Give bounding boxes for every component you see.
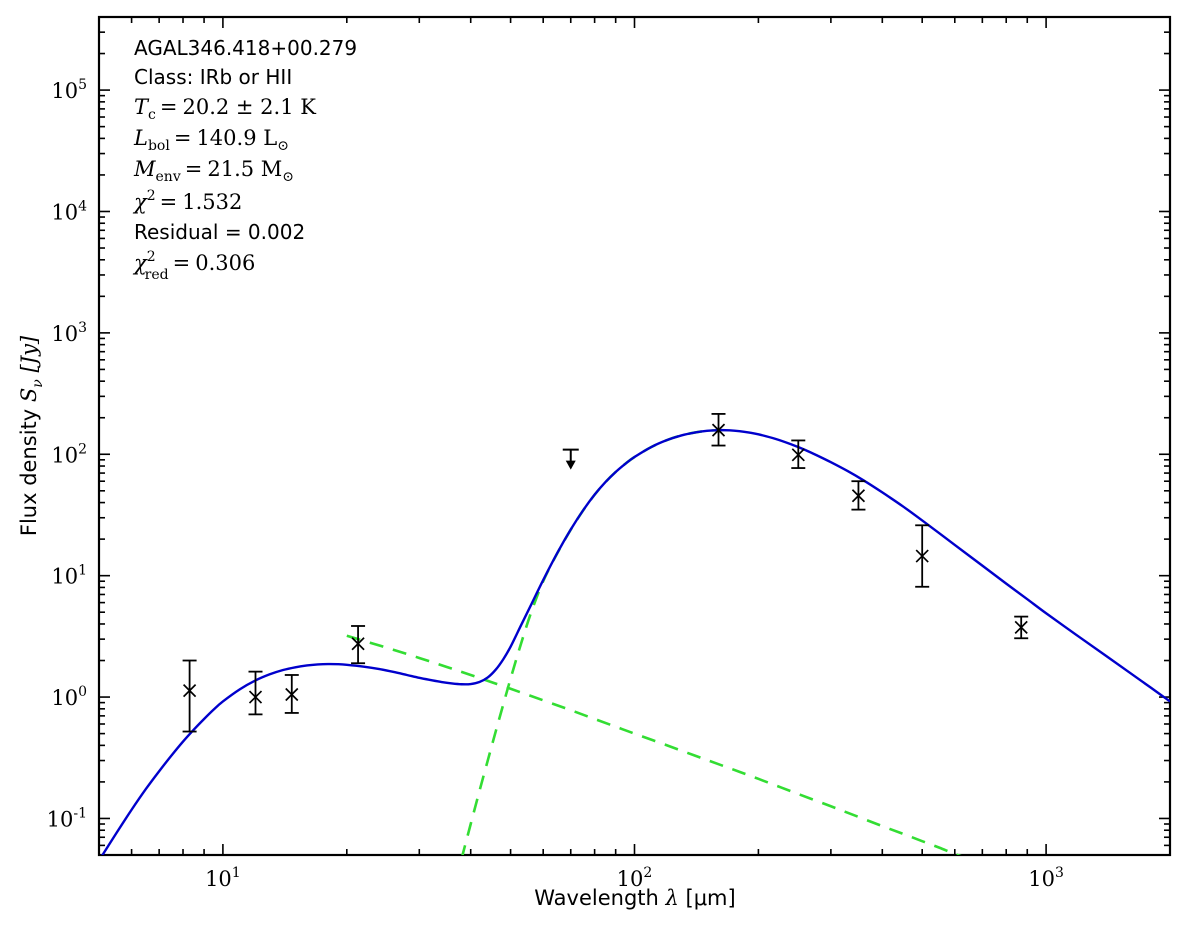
- y-axis-title: Flux density Sν [Jy]: [17, 335, 46, 536]
- annot-temperature-value: 20.2 ± 2.1 K: [182, 95, 316, 119]
- annot-luminosity-sub: bol: [148, 138, 170, 154]
- annot-temperature-equals: =: [160, 95, 178, 119]
- y-tick-label: 102: [51, 441, 87, 467]
- annot-chi2-red-equals: =: [173, 251, 191, 275]
- annot-class: Class: IRb or HII: [134, 65, 292, 89]
- x-tick-label: 103: [1028, 865, 1064, 891]
- annot-temperature-symbol: T: [134, 95, 150, 119]
- annot-luminosity-value: 140.9 L: [196, 126, 277, 150]
- annot-mass-unit-sub: ⊙: [282, 169, 294, 185]
- annot-chi2-equals: =: [160, 190, 178, 214]
- data-points: [182, 413, 1029, 733]
- annot-chi2-red-value: 0.306: [195, 251, 255, 275]
- y-axis-tick-labels: 10-1 100 101 102 103 104 105: [47, 77, 87, 831]
- annot-residual: Residual = 0.002: [134, 220, 305, 244]
- annotation-block: AGAL346.418+00.279 Class: IRb or HII Tc =…: [132, 36, 357, 283]
- annot-temperature-sub: c: [148, 107, 156, 123]
- series-curve: [346, 634, 962, 855]
- annot-chi2-red-sub: red: [145, 267, 169, 283]
- annot-luminosity-unit-sub: ⊙: [277, 138, 289, 154]
- data-point: [711, 413, 726, 447]
- annot-mass-sub: env: [156, 169, 181, 185]
- annot-mass-equals: =: [185, 157, 203, 181]
- annot-luminosity-symbol: L: [133, 126, 148, 150]
- annot-chi2-sup: 2: [147, 188, 156, 204]
- data-point: [182, 659, 197, 733]
- x-axis-title: Wavelength λ [μm]: [534, 886, 735, 910]
- x-tick-label: 102: [617, 865, 653, 891]
- annot-chi2-symbol: χ: [132, 190, 148, 214]
- y-axis-ticks: [99, 16, 1170, 856]
- annot-chi2-red-sup: 2: [147, 249, 156, 265]
- annot-temperature: Tc = 20.2 ± 2.1 K: [134, 95, 316, 123]
- y-tick-label: 100: [51, 684, 87, 710]
- y-tick-label: 103: [51, 320, 87, 346]
- annot-source-name: AGAL346.418+00.279: [134, 36, 357, 60]
- data-point: [284, 674, 299, 714]
- data-point: [851, 480, 866, 511]
- annot-luminosity: Lbol = 140.9 L⊙: [133, 126, 289, 154]
- x-axis-ticks: [98, 17, 1171, 855]
- y-tick-label: 105: [51, 77, 87, 103]
- data-point: [915, 524, 930, 588]
- data-point: [248, 670, 263, 716]
- annot-chi2-red: χ2 red = 0.306: [132, 249, 255, 283]
- annot-mass-symbol: M: [133, 157, 156, 181]
- y-tick-label: 104: [51, 198, 87, 224]
- annot-luminosity-equals: =: [174, 126, 192, 150]
- series-curve: [101, 428, 1170, 855]
- x-tick-label: 101: [205, 865, 241, 891]
- model-curves: [101, 428, 1170, 855]
- data-point: [791, 439, 806, 469]
- data-point: [351, 625, 366, 665]
- annot-mass-value: 21.5 M: [207, 157, 282, 181]
- y-tick-label: 10-1: [47, 805, 87, 831]
- y-tick-label: 101: [51, 563, 87, 589]
- annot-mass: Menv = 21.5 M⊙: [133, 157, 294, 185]
- data-point: [562, 448, 579, 470]
- annot-chi2: χ2 = 1.532: [132, 188, 242, 214]
- annot-chi2-value: 1.532: [182, 190, 242, 214]
- annot-chi2-red-symbol: χ: [132, 251, 148, 275]
- data-point: [1014, 615, 1029, 640]
- x-axis-tick-labels: 101 102 103: [205, 865, 1064, 891]
